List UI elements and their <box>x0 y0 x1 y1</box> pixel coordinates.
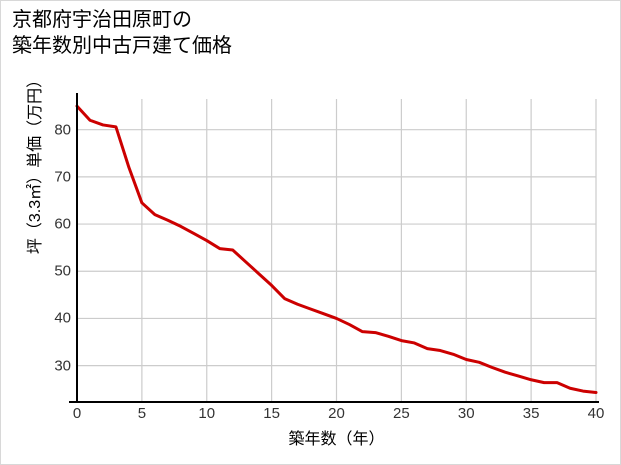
x-tick-label: 30 <box>457 405 475 422</box>
x-tick-label: 15 <box>263 405 280 422</box>
y-tick-label: 70 <box>54 168 71 186</box>
y-axis-label: 坪（3.3㎡）単価（万円） <box>27 71 44 255</box>
y-tick-label: 30 <box>54 357 71 375</box>
x-tick-label: 40 <box>587 405 605 422</box>
x-tick-label: 5 <box>137 405 147 422</box>
data-line-series <box>75 104 598 395</box>
y-tick-label: 60 <box>54 215 71 233</box>
x-tick-label: 35 <box>522 405 540 422</box>
x-tick-label: 25 <box>393 405 410 422</box>
y-tick-label: 80 <box>54 121 71 139</box>
x-tick-label: 10 <box>198 405 216 422</box>
x-tick-label: 0 <box>72 405 82 422</box>
y-tick-label: 40 <box>54 309 71 327</box>
data-line <box>75 104 598 395</box>
y-tick-label: 50 <box>54 262 71 280</box>
y-axis-tick-labels: 30 40 50 60 70 80 <box>41 99 71 401</box>
x-tick-label: 20 <box>328 405 345 422</box>
x-axis-label: 築年数（年） <box>288 431 385 448</box>
plot-area <box>75 99 598 401</box>
y-axis-spine <box>76 93 78 403</box>
x-axis-spine <box>69 401 599 403</box>
page-title: 京都府宇治田原町の 築年数別中古戸建て価格 <box>12 9 232 57</box>
x-axis-tick-labels: 0 5 10 15 20 25 30 35 40 <box>73 405 605 427</box>
